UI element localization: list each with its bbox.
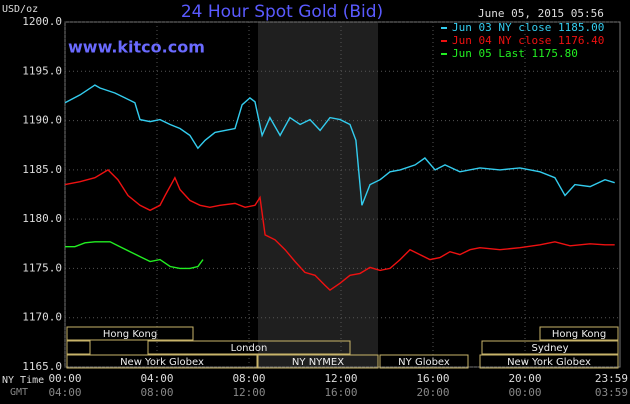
session-label: New York Globex — [120, 357, 204, 368]
y-tick-label: 1190.0 — [22, 114, 62, 127]
price-line — [64, 84, 615, 206]
x2-tick-label: 03:59 — [595, 386, 628, 399]
x-tick-label: 08:00 — [232, 372, 265, 385]
x-tick-label: 16:00 — [416, 372, 449, 385]
nymex-session-band — [258, 22, 378, 368]
price-line — [64, 169, 615, 291]
x-tick-label: 20:00 — [508, 372, 541, 385]
y-tick-label: 1170.0 — [22, 311, 62, 324]
session-box — [66, 326, 194, 341]
y-tick-label: 1180.0 — [22, 212, 62, 225]
session-box — [66, 340, 91, 355]
x-tick-label: 04:00 — [140, 372, 173, 385]
x2-tick-label: 04:00 — [48, 386, 81, 399]
timestamp: June 05, 2015 05:56 — [478, 7, 604, 20]
session-box — [481, 340, 619, 355]
watermark: www.kitco.com — [68, 38, 205, 57]
y-tick-label: 1175.0 — [22, 261, 62, 274]
legend-label: Jun 03 NY close 1185.00 — [452, 21, 604, 34]
x-tick-label: 12:00 — [324, 372, 357, 385]
x-axis-label: NY Time — [2, 375, 44, 386]
legend-label: Jun 05 Last 1175.80 — [452, 47, 578, 60]
legend-label: Jun 04 NY close 1176.40 — [452, 34, 604, 47]
session-label: NY NYMEX — [292, 357, 344, 368]
x2-tick-label: 08:00 — [140, 386, 173, 399]
session-box — [257, 354, 379, 369]
x-tick-label: 00:00 — [48, 372, 81, 385]
x2-tick-label: 00:00 — [508, 386, 541, 399]
session-label: Hong Kong — [552, 329, 606, 340]
session-box — [147, 340, 351, 355]
x2-axis-label: GMT — [10, 387, 28, 398]
session-box — [379, 354, 469, 369]
session-box — [66, 354, 258, 369]
x-tick-label: 23:59 — [595, 372, 628, 385]
session-label: Sydney — [531, 343, 568, 354]
session-box — [479, 354, 619, 369]
session-label: Hong Kong — [103, 329, 157, 340]
y-tick-label: 1195.0 — [22, 64, 62, 77]
session-label: London — [231, 343, 268, 354]
session-box — [539, 326, 619, 341]
chart-title: 24 Hour Spot Gold (Bid) — [181, 2, 383, 22]
x2-tick-label: 20:00 — [416, 386, 449, 399]
y-tick-label: 1185.0 — [22, 163, 62, 176]
y-tick-label: 1165.0 — [22, 360, 62, 373]
session-label: NY Globex — [398, 357, 450, 368]
y-axis-label: USD/oz — [2, 4, 38, 15]
session-label: New York Globex — [507, 357, 591, 368]
x2-tick-label: 12:00 — [232, 386, 265, 399]
y-tick-label: 1200.0 — [22, 15, 62, 28]
price-line — [65, 241, 204, 270]
x2-tick-label: 16:00 — [324, 386, 357, 399]
